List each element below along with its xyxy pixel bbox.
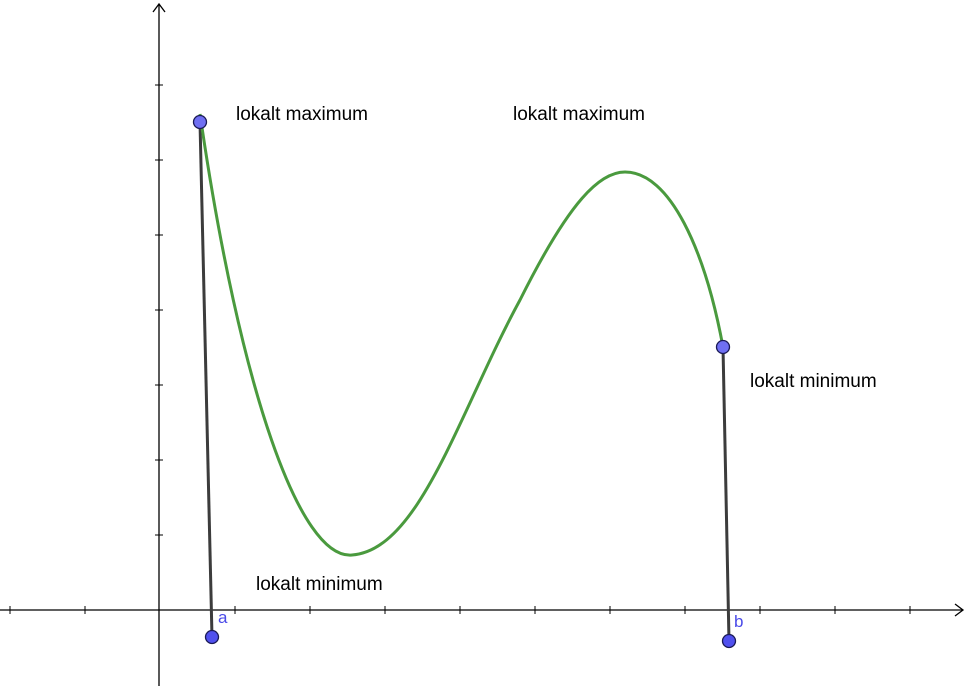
label-min-right: lokalt minimum: [750, 371, 877, 392]
label-max-right: lokalt maximum: [513, 104, 645, 125]
point-curve-end[interactable]: [715, 339, 731, 355]
label-min-bottom: lokalt minimum: [256, 574, 383, 595]
point-b[interactable]: [721, 633, 737, 649]
y-axis-ticks: [155, 84, 163, 536]
segment-b: [721, 346, 731, 642]
y-axis-arrow-icon: [152, 2, 166, 13]
point-a[interactable]: [204, 629, 220, 645]
segment-a: [198, 121, 214, 638]
x-axis-arrow-icon: [954, 603, 965, 617]
point-b-label: b: [734, 612, 744, 631]
point-curve-start[interactable]: [192, 114, 208, 130]
x-axis-ticks: [9, 606, 911, 614]
function-curve: [198, 113, 725, 557]
point-a-label: a: [218, 608, 228, 627]
label-max-left: lokalt maximum: [236, 104, 368, 125]
